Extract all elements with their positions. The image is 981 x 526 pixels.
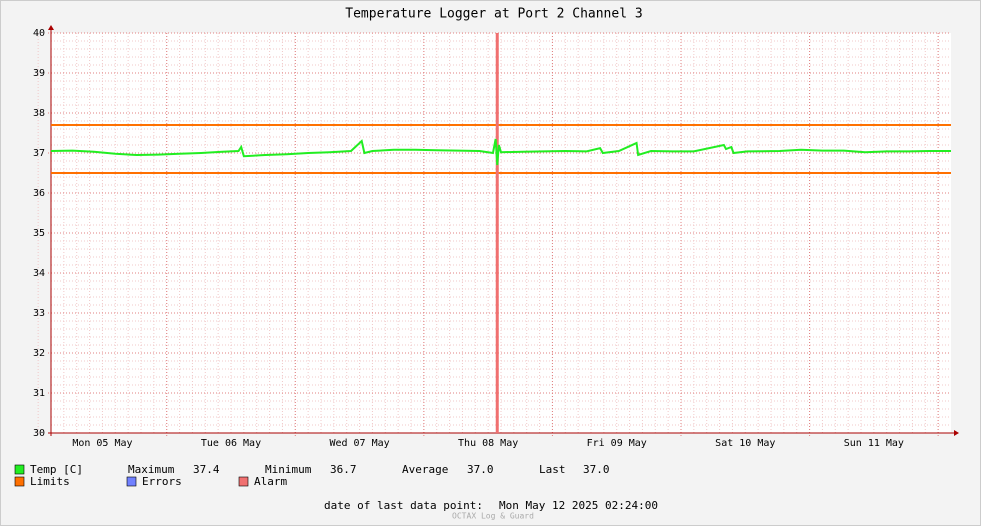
x-tick-label: Tue 06 May [201,438,261,449]
y-tick-label: 31 [33,388,45,399]
stat-value: 37.4 [193,463,220,476]
chart-title: Temperature Logger at Port 2 Channel 3 [345,7,642,22]
y-tick-label: 36 [33,188,45,199]
y-tick-label: 38 [33,108,45,119]
y-tick-label: 32 [33,348,45,359]
stat-value: 37.0 [467,463,494,476]
x-tick-label: Mon 05 May [72,438,132,449]
footer-value: Mon May 12 2025 02:24:00 [499,499,658,512]
stat-label: Last [539,463,566,476]
legend-label: Temp [C] [30,463,83,476]
legend-swatch [238,476,249,487]
watermark: OCTAX Log & Guard [452,512,534,521]
stat-value: 37.0 [583,463,610,476]
stat-label: Minimum [265,463,312,476]
temp-line [50,138,951,166]
stat-label: Average [402,463,448,476]
y-tick-label: 37 [33,148,45,159]
legend-swatch [14,476,25,487]
x-tick-label: Wed 07 May [329,438,389,449]
x-axis-arrow [954,430,959,436]
x-tick-label: Sat 10 May [715,438,775,449]
legend-swatch [14,464,25,475]
legend-label: Alarm [254,475,287,488]
y-tick-label: 39 [33,68,45,79]
legend-label: Errors [142,475,182,488]
legend-label: Limits [30,475,70,488]
y-tick-label: 30 [33,428,45,439]
y-tick-label: 34 [33,268,45,279]
x-tick-label: Thu 08 May [458,438,518,449]
y-axis-arrow [48,25,54,30]
y-tick-label: 40 [33,28,45,39]
stat-value: 36.7 [330,463,357,476]
y-tick-label: 33 [33,308,45,319]
x-tick-label: Fri 09 May [587,438,647,449]
footer-label: date of last data point: [324,499,483,512]
x-tick-label: Sun 11 May [844,438,904,449]
stat-label: Maximum [128,463,175,476]
legend-swatch [126,476,137,487]
y-tick-label: 35 [33,228,45,239]
